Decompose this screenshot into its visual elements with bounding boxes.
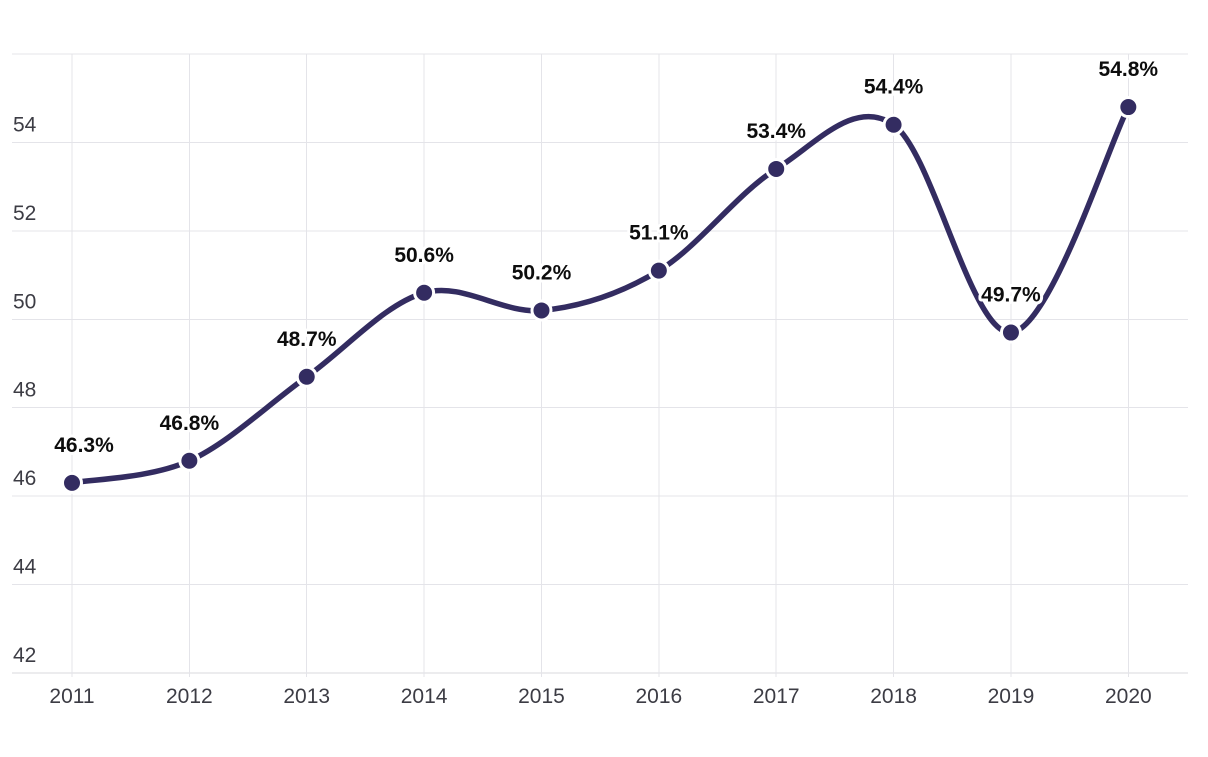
data-label-2011: 46.3% (54, 434, 114, 457)
x-axis-label-2016: 2016 (635, 685, 682, 708)
data-point-2019 (999, 321, 1022, 344)
data-label-2018: 54.4% (864, 76, 924, 99)
data-label-2016: 51.1% (629, 222, 689, 245)
data-point-2011 (61, 471, 83, 494)
x-axis-label-2011: 2011 (49, 685, 94, 708)
x-axis-label-2012: 2012 (166, 685, 213, 708)
data-point-2020 (1117, 96, 1140, 119)
x-axis-label-2014: 2014 (401, 685, 448, 708)
y-axis-label-48: 48 (13, 379, 36, 402)
x-axis-label-2019: 2019 (988, 685, 1035, 708)
x-axis-label-2020: 2020 (1105, 685, 1152, 708)
x-axis-label-2018: 2018 (870, 685, 917, 708)
data-label-2020: 54.8% (1099, 58, 1159, 81)
trend-line (69, 104, 1132, 486)
data-label-2013: 48.7% (277, 328, 337, 351)
y-axis-label-44: 44 (13, 556, 37, 579)
data-label-2019: 49.7% (981, 284, 1041, 307)
data-label-2015: 50.2% (512, 261, 572, 284)
data-point-2018 (882, 113, 905, 136)
y-axis-label-46: 46 (13, 467, 36, 490)
data-label-2014: 50.6% (394, 244, 454, 267)
data-point-2014 (413, 281, 436, 304)
y-axis-label-54: 54 (13, 113, 37, 136)
x-axis-label-2017: 2017 (753, 685, 800, 708)
data-point-2017 (765, 157, 788, 180)
data-point-2013 (295, 365, 318, 388)
y-axis-label-52: 52 (13, 202, 36, 225)
data-point-2012 (178, 449, 201, 472)
x-axis-label-2013: 2013 (283, 685, 330, 708)
x-axis-label-2015: 2015 (518, 685, 565, 708)
data-label-2012: 46.8% (160, 412, 220, 435)
data-label-2017: 53.4% (746, 120, 806, 143)
y-axis-label-50: 50 (13, 290, 36, 313)
data-point-2015 (530, 299, 553, 322)
y-axis-label-42: 42 (13, 644, 36, 667)
data-point-2016 (647, 259, 670, 282)
